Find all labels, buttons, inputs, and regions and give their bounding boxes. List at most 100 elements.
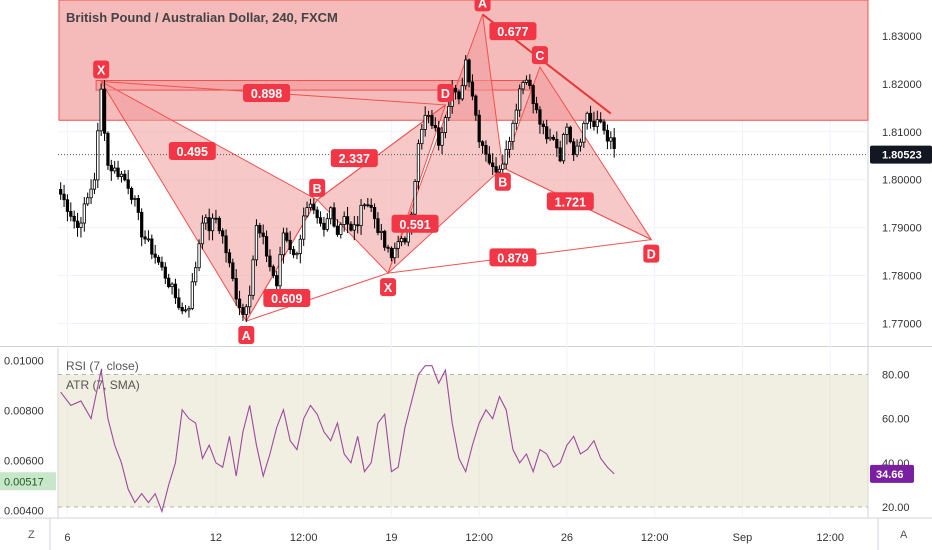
candle-body xyxy=(59,188,63,195)
candle-body xyxy=(386,246,390,249)
candle-body xyxy=(291,249,296,256)
ratio-labels: 0.898 0.495 2.337 0.609 0.591 0.677 1.721 0.879 xyxy=(168,22,594,308)
candle-body xyxy=(612,137,616,149)
candle-body xyxy=(146,238,151,241)
candle-body xyxy=(376,218,380,233)
rsi-line xyxy=(60,365,615,514)
candle-body xyxy=(430,114,434,126)
pattern-point-c: C xyxy=(535,49,544,63)
point-label-bg xyxy=(238,326,255,345)
candle-body xyxy=(362,204,367,207)
candle-body xyxy=(109,164,113,172)
candle-body xyxy=(484,145,488,155)
candle-body xyxy=(609,137,613,142)
candle-body xyxy=(464,59,468,87)
candle-body xyxy=(582,122,586,143)
candle-body xyxy=(129,187,134,200)
candle-body xyxy=(356,224,360,227)
candle-body xyxy=(302,215,306,240)
candle-body xyxy=(447,105,451,119)
point-label-bg xyxy=(494,172,511,191)
candle-body xyxy=(605,129,610,142)
time-axis[interactable]: 6 12 12:00 19 12:00 26 12:00 Sep 12:00 xyxy=(64,532,844,544)
ratio-label-bg xyxy=(168,141,216,160)
time-tick-label: 12:00 xyxy=(290,532,318,544)
candle-body xyxy=(143,236,147,240)
candle-body xyxy=(150,238,154,255)
last-price-tag-bg xyxy=(870,145,932,164)
candle-body xyxy=(248,294,252,308)
indicator-pane xyxy=(58,365,868,514)
candle-body xyxy=(136,197,140,213)
candle-body xyxy=(244,306,248,315)
candle-body xyxy=(592,120,596,127)
candle-body xyxy=(521,82,525,90)
candle-body xyxy=(477,114,481,143)
candle-body xyxy=(79,222,83,228)
pattern-point-d: D xyxy=(441,87,450,101)
pattern-point-a: A xyxy=(242,329,251,343)
last-price-tag: 1.80523 xyxy=(882,150,922,162)
candle-body xyxy=(217,217,221,232)
atr-tick-label: 0.00600 xyxy=(4,456,44,468)
candle-body xyxy=(339,224,343,235)
candle-body xyxy=(204,217,208,224)
candle-body xyxy=(315,209,319,219)
price-tick-label: 1.78000 xyxy=(882,271,922,283)
corner-z-label[interactable]: Z xyxy=(28,529,35,541)
candle-body xyxy=(379,230,383,233)
candle-body xyxy=(180,307,184,312)
candle-body xyxy=(224,235,228,254)
candle-body xyxy=(177,297,181,308)
price-tick-label: 1.80000 xyxy=(882,175,922,187)
candle-body xyxy=(545,126,549,140)
candlestick-series xyxy=(59,55,616,323)
candle-body xyxy=(241,307,245,315)
candle-body xyxy=(460,85,464,100)
candle-body xyxy=(190,281,194,309)
candle-body xyxy=(352,224,356,231)
rsi-tick-label: 60.00 xyxy=(882,414,910,426)
ratio-label-bg xyxy=(263,289,311,308)
candle-body xyxy=(399,238,404,243)
pattern-point-b: B xyxy=(313,182,322,196)
candle-body xyxy=(366,204,370,207)
candle-body xyxy=(278,254,282,287)
ratio-label-bg xyxy=(546,192,594,211)
candle-body xyxy=(420,129,424,145)
candle-body xyxy=(585,112,589,124)
candle-body xyxy=(524,79,529,83)
time-tick-label: Sep xyxy=(733,532,753,544)
candle-body xyxy=(437,127,441,146)
pattern-triangle xyxy=(387,14,504,274)
candle-body xyxy=(487,153,491,164)
rsi-legend[interactable]: RSI (7, close) xyxy=(66,359,139,373)
candle-body xyxy=(82,203,86,224)
price-axis[interactable]: 1.83000 1.82000 1.81000 1.80000 1.79000 1.780… xyxy=(870,31,932,331)
candle-body xyxy=(261,232,265,237)
candle-body xyxy=(221,230,225,237)
chart-title: British Pound / Australian Dollar, 240, … xyxy=(66,10,338,25)
candle-body xyxy=(575,145,579,156)
candle-body xyxy=(92,179,97,190)
point-label-bg xyxy=(93,60,110,79)
candle-body xyxy=(322,222,326,230)
ratio-label: 0.609 xyxy=(271,292,302,306)
candle-body xyxy=(423,115,427,130)
candle-body xyxy=(65,199,70,212)
candle-body xyxy=(194,267,198,283)
point-label-bg xyxy=(643,244,660,263)
atr-legend[interactable]: ATR (7, SMA) xyxy=(66,378,140,392)
candle-body xyxy=(126,179,130,189)
candle-body xyxy=(501,163,505,170)
candle-body xyxy=(156,256,161,263)
atr-value-tag: 0.00517 xyxy=(4,476,44,488)
time-tick-label: 12:00 xyxy=(641,532,669,544)
candle-body xyxy=(457,91,461,100)
ratio-label: 1.721 xyxy=(555,195,586,209)
corner-a-label[interactable]: A xyxy=(900,529,908,541)
candle-body xyxy=(106,132,110,166)
point-label-bg xyxy=(309,178,326,197)
atr-value-tag-bg xyxy=(0,472,56,491)
